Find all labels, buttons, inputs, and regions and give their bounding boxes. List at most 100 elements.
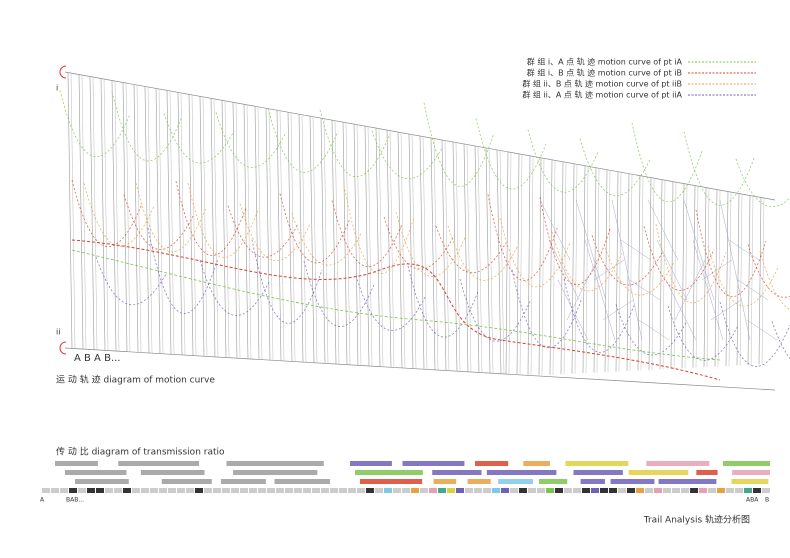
slat [331, 120, 337, 365]
slat [637, 175, 641, 371]
ratio-cell [735, 488, 743, 493]
slat [626, 173, 630, 371]
ratio-bar [274, 479, 330, 484]
lattice [692, 239, 724, 341]
ratio-bar [658, 479, 717, 484]
ratio-cell [231, 488, 239, 493]
slat [571, 163, 575, 374]
slat [147, 86, 153, 354]
ratio-bar [573, 470, 623, 475]
slat [166, 90, 172, 355]
ratio-cell [69, 488, 77, 493]
slat [155, 88, 161, 354]
slat [136, 84, 142, 353]
slat [177, 92, 183, 356]
ratio-bar [118, 461, 200, 466]
ratio-bar [233, 470, 318, 475]
motion-curve [227, 205, 299, 258]
slat [386, 129, 392, 368]
slat [290, 112, 296, 362]
ratio-cell [708, 488, 716, 493]
ratio-cell [600, 488, 608, 493]
lattice [557, 279, 589, 341]
ratio-cell [357, 488, 365, 493]
slat [574, 164, 578, 374]
lattice [647, 199, 679, 261]
axis-label: A [40, 497, 45, 504]
ratio-bar [628, 470, 689, 475]
lattice [575, 199, 607, 301]
slat [516, 153, 520, 376]
motion-curve [123, 194, 195, 250]
ratio-cell [573, 488, 581, 493]
slat [210, 98, 216, 358]
slat [728, 191, 732, 367]
slat [422, 136, 428, 370]
slat [375, 127, 381, 367]
slat [648, 177, 652, 370]
ratio-cell [249, 488, 257, 493]
slat [640, 176, 644, 371]
slat [367, 126, 373, 367]
slat [320, 118, 326, 364]
slat [265, 108, 271, 361]
slat [342, 122, 348, 365]
ratio-bar [722, 461, 770, 466]
slat [221, 100, 227, 358]
legend-label: 群 组 i、B 点 轨 迹 motion curve of pt iB [527, 68, 682, 78]
slat [681, 183, 685, 369]
ratio-bar [696, 470, 718, 475]
slat [125, 82, 131, 352]
slat [703, 187, 707, 368]
ratio-cell [375, 488, 383, 493]
ratio-cell [537, 488, 545, 493]
slat [441, 139, 447, 371]
ratio-bar [565, 461, 629, 466]
ratio-cell [141, 488, 149, 493]
ratio-cell [519, 488, 527, 493]
motion-curve [719, 301, 790, 367]
ratio-cell [348, 488, 356, 493]
slat [191, 94, 197, 356]
motion-curve [175, 181, 247, 256]
ratio-cell [168, 488, 176, 493]
slat [750, 195, 754, 366]
ratio-cell [105, 488, 113, 493]
slat [552, 160, 556, 375]
ratio-cell [510, 488, 518, 493]
ratio-cell [438, 488, 446, 493]
motion-curve [291, 213, 363, 266]
ratio-cell [267, 488, 275, 493]
ratio-bar [75, 479, 129, 484]
motion-curve [303, 261, 375, 327]
ratio-cell [528, 488, 536, 493]
ratio-bar [360, 479, 423, 484]
ratio-cell [546, 488, 554, 493]
ratio-cell [681, 488, 689, 493]
slat [739, 193, 743, 366]
ratio-cell [222, 488, 230, 493]
lattice [611, 199, 643, 341]
ratio-cell [492, 488, 500, 493]
slat [70, 73, 76, 349]
slat [758, 197, 762, 365]
slat [81, 75, 87, 350]
ratio-bar [486, 470, 557, 475]
slat [463, 143, 469, 373]
ratio-cell [285, 488, 293, 493]
ratio-cell [159, 488, 167, 493]
ratio-bar [475, 461, 509, 466]
footer: Trail Analysis 轨迹分析图 [643, 514, 750, 526]
ratio-cell [717, 488, 725, 493]
lattice [746, 319, 778, 341]
lattice [674, 259, 706, 321]
ratio-bar [432, 470, 482, 475]
ratio-cell [672, 488, 680, 493]
ratio-bar [646, 461, 710, 466]
slat [389, 130, 395, 368]
motion-curve [747, 244, 790, 298]
slat [224, 100, 230, 358]
ratio-cell [699, 488, 707, 493]
motion-curve [187, 183, 259, 258]
